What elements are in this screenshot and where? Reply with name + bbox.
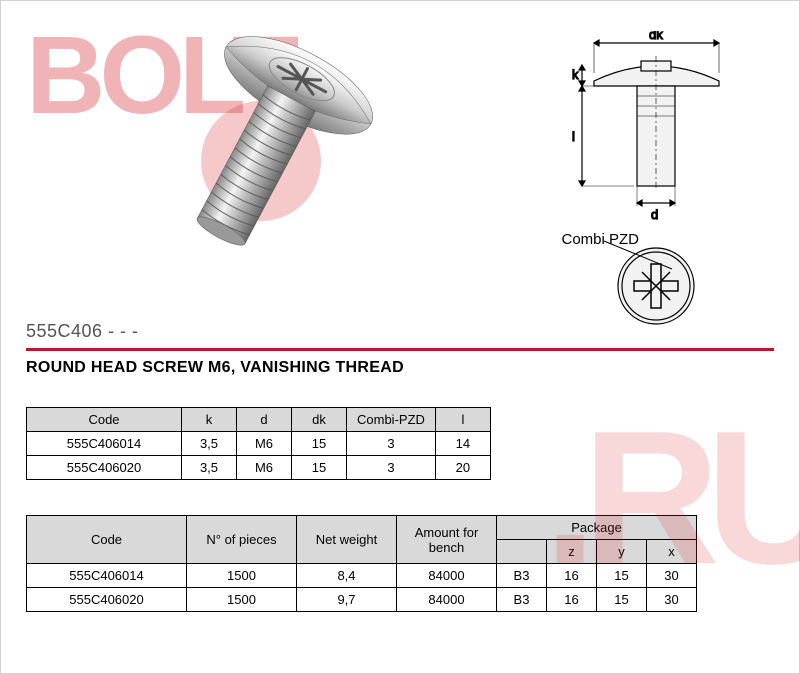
combi-pzd-label: Combi PZD: [561, 231, 639, 248]
dimensions-table: Code k d dk Combi-PZD l 555C4060143,5M61…: [26, 407, 491, 480]
screw-illustration: [116, 31, 406, 281]
table-cell: 15: [292, 432, 347, 456]
table-cell: 16: [547, 588, 597, 612]
table-cell: 3: [347, 456, 436, 480]
table-cell: 9,7: [297, 588, 397, 612]
col-amount: Amount for bench: [397, 516, 497, 564]
table-cell: 15: [597, 564, 647, 588]
col-pkg-x: x: [647, 540, 697, 564]
col-l: l: [435, 408, 490, 432]
table-row: 555C40601415008,484000B3161530: [27, 564, 697, 588]
table-cell: 8,4: [297, 564, 397, 588]
svg-text:d: d: [651, 207, 658, 222]
col-pkg-z: z: [547, 540, 597, 564]
table-row: 555C40602015009,784000B3161530: [27, 588, 697, 612]
col-combi: Combi-PZD: [347, 408, 436, 432]
table-row: 555C4060203,5M615320: [27, 456, 491, 480]
col-pieces: N° of pieces: [187, 516, 297, 564]
col-netweight: Net weight: [297, 516, 397, 564]
table-cell: 30: [647, 588, 697, 612]
table-cell: 20: [435, 456, 490, 480]
col-k: k: [182, 408, 237, 432]
svg-text:l: l: [572, 129, 575, 144]
table-cell: 555C406014: [27, 564, 187, 588]
table-cell: 3: [347, 432, 436, 456]
table-cell: 3,5: [182, 432, 237, 456]
table-cell: 16: [547, 564, 597, 588]
table-cell: 1500: [187, 564, 297, 588]
svg-text:k: k: [572, 67, 579, 82]
col-pkg-blank: [497, 540, 547, 564]
col-d: d: [237, 408, 292, 432]
technical-drawing: dk k: [544, 31, 764, 336]
col-package-group: Package: [497, 516, 697, 540]
separator-line: [26, 348, 774, 351]
table-cell: 1500: [187, 588, 297, 612]
table-cell: B3: [497, 588, 547, 612]
table-cell: 15: [597, 588, 647, 612]
table-cell: 555C406014: [27, 432, 182, 456]
table-cell: 15: [292, 456, 347, 480]
table-cell: M6: [237, 432, 292, 456]
col-pkg-y: y: [597, 540, 647, 564]
table-cell: 14: [435, 432, 490, 456]
table-cell: 84000: [397, 588, 497, 612]
table-cell: 555C406020: [27, 456, 182, 480]
table-cell: 30: [647, 564, 697, 588]
table-cell: B3: [497, 564, 547, 588]
col-code: Code: [27, 408, 182, 432]
package-table: Code N° of pieces Net weight Amount for …: [26, 515, 697, 612]
table-row: 555C4060143,5M615314: [27, 432, 491, 456]
table-cell: 555C406020: [27, 588, 187, 612]
svg-text:dk: dk: [649, 31, 663, 42]
col-code: Code: [27, 516, 187, 564]
table-cell: 84000: [397, 564, 497, 588]
table-cell: M6: [237, 456, 292, 480]
col-dk: dk: [292, 408, 347, 432]
table-cell: 3,5: [182, 456, 237, 480]
product-title: ROUND HEAD SCREW M6, VANISHING THREAD: [26, 359, 774, 377]
